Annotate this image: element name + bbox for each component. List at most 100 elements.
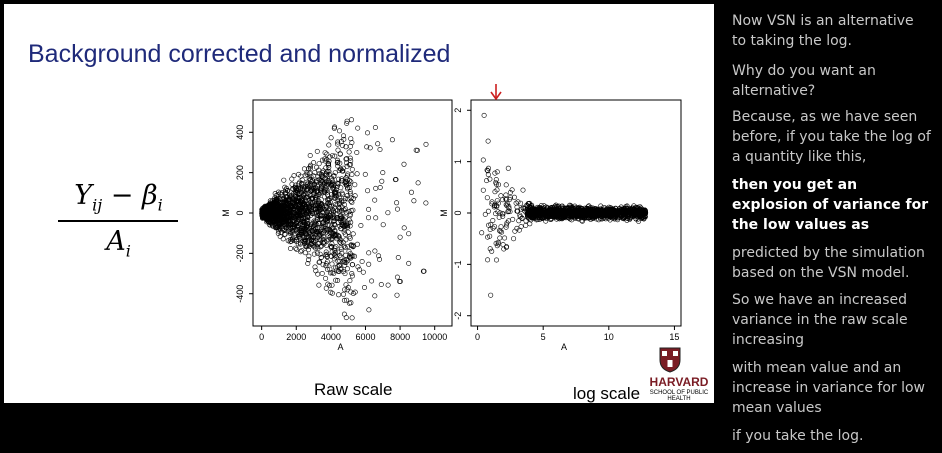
scatter-point	[348, 219, 354, 225]
scatter-point	[500, 211, 506, 217]
scatter-point	[385, 282, 391, 288]
transcript-cue[interactable]: with mean value and an increase in varia…	[732, 360, 925, 416]
scatter-point	[314, 164, 320, 170]
scatter-point	[321, 203, 327, 209]
scatter-point	[290, 236, 296, 242]
scatter-point	[344, 266, 350, 272]
scatter-point	[485, 234, 491, 240]
scatter-point	[328, 192, 334, 198]
scatter-point	[341, 198, 347, 204]
scatter-point	[312, 239, 318, 245]
scatter-point	[293, 185, 299, 191]
scatter-point	[316, 229, 322, 235]
scatter-point	[271, 213, 277, 219]
scatter-point	[329, 203, 335, 209]
transcript-cue-active[interactable]: then you get an explosion of variance fo…	[732, 177, 929, 233]
scatter-point	[506, 205, 512, 211]
scatter-point	[344, 186, 350, 192]
scatter-point	[375, 141, 381, 147]
scatter-point	[307, 153, 313, 159]
scatter-point	[620, 213, 626, 219]
scatter-point	[299, 215, 305, 221]
scatter-point	[346, 253, 352, 259]
transcript-cue[interactable]: Why do you want an alternative?	[732, 63, 876, 99]
scatter-point	[543, 218, 549, 224]
scatter-point	[296, 230, 302, 236]
scatter-point	[359, 259, 365, 265]
y-tick-label: -2	[453, 312, 463, 320]
scatter-point	[318, 177, 324, 183]
scatter-point	[397, 278, 403, 284]
scatter-point	[324, 189, 330, 195]
scatter-point	[343, 237, 349, 243]
scatter-point	[302, 216, 308, 222]
scatter-point	[592, 206, 598, 212]
scatter-point	[587, 209, 593, 215]
y-tick-label: 0	[235, 210, 245, 215]
scatter-point	[311, 251, 317, 257]
scatter-point	[507, 209, 513, 215]
scatter-point	[401, 161, 407, 167]
scatter-point	[293, 189, 299, 195]
scatter-point	[487, 176, 493, 182]
x-tick-label: 15	[669, 332, 679, 342]
scatter-point	[309, 228, 315, 234]
scatter-point	[325, 161, 331, 167]
scatter-point	[305, 186, 311, 192]
scatter-point	[322, 150, 328, 156]
scatter-point	[335, 147, 341, 153]
scatter-point	[514, 208, 520, 214]
scatter-point	[355, 125, 361, 131]
scatter-point	[319, 169, 325, 175]
scatter-point	[332, 195, 338, 201]
scatter-point	[566, 206, 572, 212]
scatter-point	[313, 178, 319, 184]
scatter-point	[291, 238, 297, 244]
scatter-point	[347, 235, 353, 241]
formula-beta-sub: i	[157, 195, 163, 215]
scatter-point	[340, 133, 346, 139]
scatter-point	[306, 257, 312, 263]
scatter-point	[339, 192, 345, 198]
scatter-point	[295, 185, 301, 191]
transcript-cue[interactable]: predicted by the simulation based on the…	[732, 245, 925, 281]
scatter-point	[520, 187, 526, 193]
scatter-point	[537, 208, 543, 214]
scatter-point	[326, 196, 332, 202]
scatter-point	[624, 217, 630, 223]
scatter-point	[336, 292, 342, 298]
scatter-point	[303, 210, 309, 216]
scatter-point	[612, 216, 618, 222]
scatter-point	[338, 185, 344, 191]
transcript-cue[interactable]: So we have an increased variance in the …	[732, 292, 908, 348]
scatter-point	[344, 163, 350, 169]
scatter-point	[315, 202, 321, 208]
scatter-point	[313, 268, 319, 274]
transcript-cue[interactable]: Because, as we have seen before, if you …	[732, 109, 931, 165]
scatter-point	[323, 215, 329, 221]
scatter-point	[308, 174, 314, 180]
scatter-point	[329, 282, 335, 288]
scatter-point	[488, 222, 494, 228]
scatter-point	[330, 225, 336, 231]
x-tick-label: 6000	[355, 332, 375, 342]
scatter-point	[316, 259, 322, 265]
transcript-cue[interactable]: Now VSN is an alternative to taking the …	[732, 13, 914, 49]
scatter-point	[264, 211, 270, 217]
scatter-point	[347, 254, 353, 260]
scatter-point	[503, 192, 509, 198]
scatter-point	[480, 157, 486, 163]
transcript-cue[interactable]: if you take the log.	[732, 428, 864, 444]
scatter-point	[336, 234, 342, 240]
scatter-point	[485, 138, 491, 144]
scatter-point	[301, 166, 307, 172]
scatter-point	[305, 183, 311, 189]
fraction-bar	[58, 220, 178, 222]
scatter-point	[308, 193, 314, 199]
scatter-point	[311, 235, 317, 241]
scatter-point	[347, 251, 353, 257]
scatter-point	[588, 212, 594, 218]
scatter-point	[633, 204, 639, 210]
scatter-point	[321, 222, 327, 228]
scatter-point	[335, 258, 341, 264]
